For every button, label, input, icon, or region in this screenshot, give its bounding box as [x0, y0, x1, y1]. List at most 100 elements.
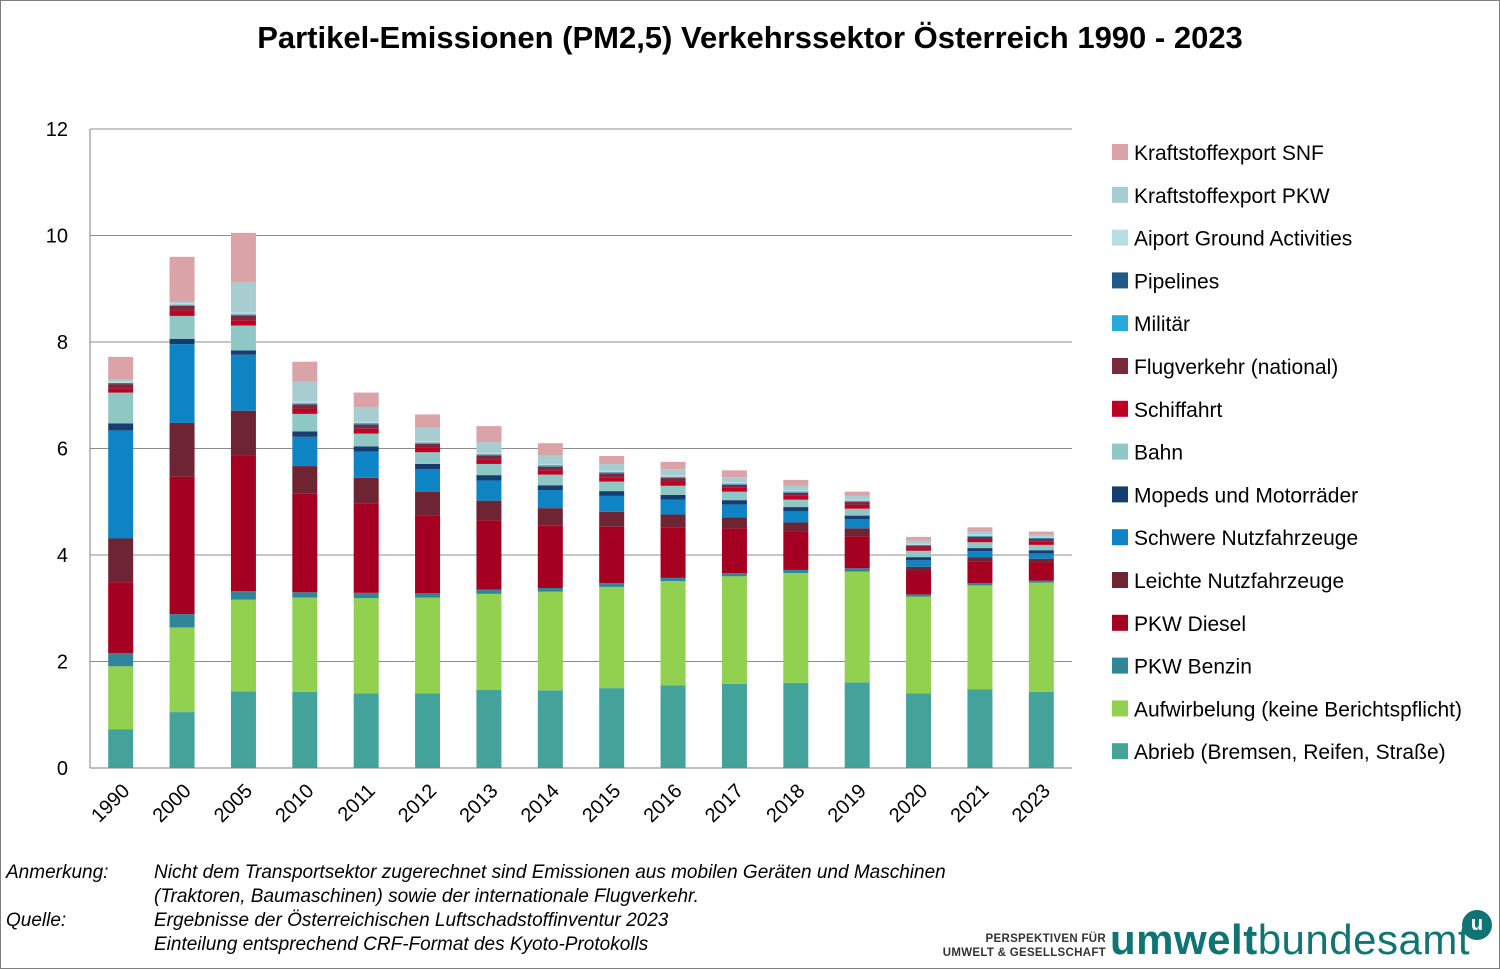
legend-label: Pipelines: [1134, 270, 1219, 293]
bar-segment: [967, 527, 993, 532]
bar-segment: [230, 314, 256, 316]
legend-label: PKW Diesel: [1134, 613, 1246, 636]
bar-segment: [108, 388, 134, 393]
bar-segment: [783, 495, 809, 500]
x-axis-ticks: 1990 2000 2005 2010 2011 2012 2013 2014 2015 2016…: [87, 780, 1055, 827]
bar-segment: [353, 446, 379, 452]
bar-segment: [169, 301, 195, 304]
bar-segment: [599, 470, 625, 473]
bar-segment: [844, 519, 870, 529]
bar-segment: [967, 548, 993, 552]
bar-segment: [476, 442, 502, 453]
bar-segment: [230, 410, 256, 456]
bar-segment: [721, 477, 747, 483]
bar-segment: [476, 589, 502, 594]
bar-segment: [537, 463, 563, 466]
x-tick-label: 2005: [210, 780, 257, 827]
bar-segment: [906, 566, 932, 572]
bar-segment: [292, 404, 318, 409]
bar-segment: [1028, 582, 1054, 692]
bar-segment: [537, 508, 563, 526]
bar-segment: [476, 500, 502, 521]
bar-segment: [967, 583, 993, 586]
bar-segment: [1028, 544, 1054, 551]
bar-segment: [906, 693, 932, 768]
bar-segment: [415, 469, 441, 492]
bar-segment: [1028, 553, 1054, 559]
bar-segment: [599, 511, 625, 527]
bar-segment: [660, 475, 686, 477]
bar-segment: [230, 325, 256, 351]
bar-segment: [353, 392, 379, 407]
bar-segment: [783, 492, 809, 493]
bar-segment: [230, 312, 256, 315]
bar-segment: [660, 485, 686, 495]
bar-segment: [108, 384, 134, 389]
bar-segment: [906, 548, 932, 551]
legend-swatch: [1112, 614, 1128, 631]
bar-segment: [353, 424, 379, 425]
bar-segment: [599, 463, 625, 471]
bar-segment: [906, 543, 932, 545]
bar-segment: [660, 527, 686, 578]
note-anmerkung-row: Anmerkung: Nicht dem Transportsektor zug…: [6, 861, 946, 885]
legend-label: Flugverkehr (national): [1134, 356, 1338, 379]
legend-swatch: [1112, 272, 1128, 289]
bar-segment: [721, 528, 747, 574]
bar-segment: [844, 536, 870, 569]
bar-segment: [721, 504, 747, 518]
legend-label: PKW Benzin: [1134, 656, 1252, 679]
bar-segment: [599, 455, 625, 464]
legend-label: Schwere Nutzfahrzeuge: [1134, 527, 1358, 550]
bar-segment: [415, 447, 441, 453]
bar-segment: [844, 501, 870, 505]
bar-segment: [906, 544, 932, 546]
note-quelle-text-1: Ergebnisse der Österreichischen Luftscha…: [154, 910, 669, 931]
bar-segment: [844, 682, 870, 768]
bar-segment: [476, 454, 502, 456]
x-tick-label: 2020: [885, 780, 932, 827]
bar-segment: [537, 525, 563, 589]
bar-segment: [230, 315, 256, 321]
y-axis-ticks: 0 2 4 6 8 10 12: [46, 119, 68, 780]
legend-swatch: [1112, 186, 1128, 203]
bar-segment: [967, 585, 993, 690]
bar-segment: [476, 689, 502, 768]
bar-segment: [292, 401, 318, 404]
bar-segment: [353, 693, 379, 768]
bar-segment: [415, 597, 441, 694]
bar-segment: [353, 421, 379, 424]
legend-label: Kraftstoffexport PKW: [1134, 185, 1330, 208]
bar-segment: [476, 520, 502, 590]
legend-swatch: [1112, 229, 1128, 246]
bar-segment: [169, 476, 195, 615]
bar-segment: [783, 569, 809, 574]
bar-segment: [599, 472, 625, 474]
logo-tagline: PERSPEKTIVEN FÜR UMWELT & GESELLSCHAFT: [940, 932, 1106, 960]
bar-segment: [844, 528, 870, 537]
bar-segment: [844, 499, 870, 501]
legend-swatch: [1112, 743, 1128, 760]
legend-swatch: [1112, 657, 1128, 674]
bar-segment: [844, 495, 870, 500]
legend-label: Militär: [1134, 313, 1190, 336]
bar-segment: [108, 383, 134, 384]
legend-swatch: [1112, 400, 1128, 417]
legend-label: Schiffahrt: [1134, 399, 1222, 422]
bar-segment: [108, 652, 134, 667]
bar-segment: [967, 535, 993, 537]
bar-segment: [415, 443, 441, 448]
bar-segment: [476, 455, 502, 460]
legend-swatch: [1112, 315, 1128, 332]
bar-segment: [415, 463, 441, 470]
bar-segment: [783, 479, 809, 486]
bar-segment: [292, 408, 318, 414]
bars: [108, 232, 1054, 768]
bar-segment: [844, 515, 870, 520]
bar-segment: [1028, 536, 1054, 538]
y-tick-label: 12: [46, 119, 68, 141]
bar-segment: [353, 433, 379, 447]
bar-segment: [108, 430, 134, 539]
bar-segment: [844, 571, 870, 683]
bar-segment: [844, 491, 870, 496]
